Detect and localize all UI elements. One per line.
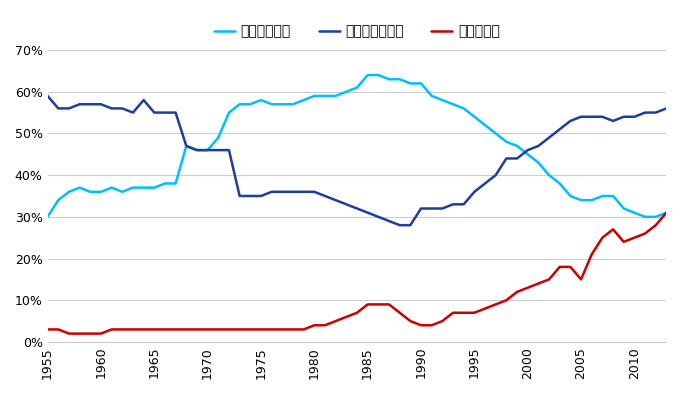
海外投資家 [374, 302, 382, 307]
海外投資家 [214, 327, 222, 332]
海外投資家 [65, 331, 73, 336]
海外投資家 [150, 327, 158, 332]
インサイダー [44, 214, 52, 219]
海外投資家 [662, 210, 670, 215]
インサイダー [374, 73, 382, 78]
海外投資家 [44, 327, 52, 332]
アウトサイダー [203, 148, 211, 153]
インサイダー [107, 185, 116, 190]
海外投資家 [118, 327, 126, 332]
Line: インサイダー: インサイダー [48, 75, 666, 217]
アウトサイダー [503, 156, 511, 161]
インサイダー [203, 148, 211, 153]
Legend: インサイダー, アウトサイダー, 海外投資家: インサイダー, アウトサイダー, 海外投資家 [209, 19, 505, 44]
アウトサイダー [107, 106, 116, 111]
海外投資家 [75, 331, 84, 336]
アウトサイダー [396, 223, 404, 228]
インサイダー [139, 185, 148, 190]
アウトサイダー [662, 106, 670, 111]
Line: 海外投資家: 海外投資家 [48, 213, 666, 334]
Line: アウトサイダー: アウトサイダー [48, 96, 666, 225]
アウトサイダー [44, 93, 52, 98]
アウトサイダー [65, 106, 73, 111]
海外投資家 [503, 298, 511, 303]
アウトサイダー [139, 98, 148, 103]
インサイダー [65, 189, 73, 194]
インサイダー [662, 210, 670, 215]
アウトサイダー [364, 210, 372, 215]
インサイダー [503, 139, 511, 144]
インサイダー [364, 73, 372, 78]
